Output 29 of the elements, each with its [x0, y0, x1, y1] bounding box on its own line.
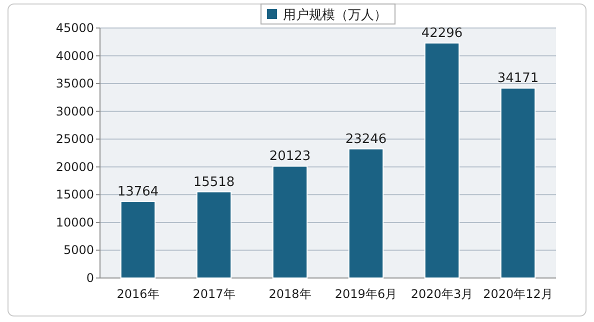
data-label: 34171	[497, 71, 539, 86]
y-tick-label: 25000	[56, 132, 94, 146]
data-label: 23246	[345, 132, 387, 147]
data-label: 42296	[421, 26, 463, 42]
x-tick-label: 2020年3月	[410, 287, 474, 301]
bar	[272, 166, 308, 278]
bar	[348, 148, 384, 278]
y-tick-label: 10000	[56, 215, 94, 230]
bar	[120, 201, 156, 278]
data-label: 13764	[117, 184, 159, 200]
y-tick-label: 40000	[56, 48, 94, 63]
data-label: 20123	[269, 149, 311, 164]
legend-label: 用户规模（万人）	[283, 8, 387, 23]
y-tick-label: 35000	[56, 76, 94, 91]
bar	[196, 191, 232, 278]
bar	[500, 88, 536, 278]
y-tick-label: 45000	[56, 21, 94, 35]
y-tick-label: 5000	[63, 243, 94, 258]
y-tick-label: 20000	[56, 160, 94, 174]
x-tick-label: 2019年6月	[334, 287, 398, 301]
x-tick-label: 2020年12月	[483, 287, 553, 301]
y-tick-label: 15000	[56, 188, 94, 202]
y-tick-label: 30000	[56, 104, 94, 118]
data-label: 15518	[193, 174, 235, 190]
x-tick-label: 2017年	[192, 287, 236, 301]
bar	[424, 42, 460, 278]
y-tick-label: 0	[86, 271, 94, 285]
x-tick-label: 2018年	[268, 287, 312, 301]
x-tick-label: 2016年	[116, 287, 160, 301]
